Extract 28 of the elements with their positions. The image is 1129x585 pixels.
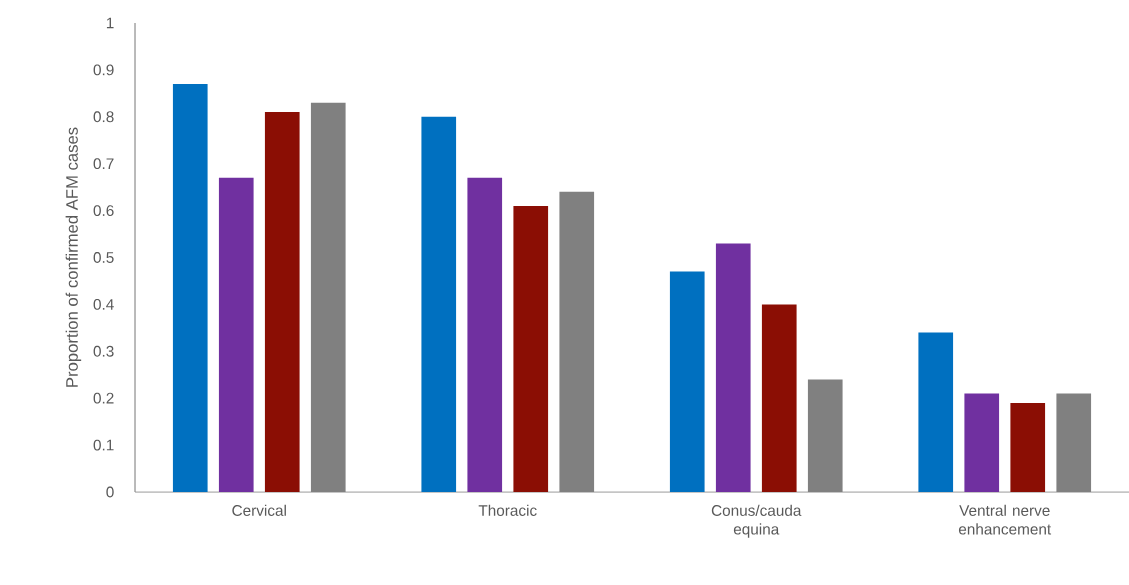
bar bbox=[218, 177, 254, 492]
bar bbox=[467, 177, 503, 492]
bar bbox=[761, 304, 797, 492]
y-tick-label: 1 bbox=[106, 17, 114, 29]
bar bbox=[669, 271, 705, 492]
y-axis-title: Proportion of confirmed AFM cases bbox=[65, 127, 82, 387]
bar bbox=[715, 243, 751, 492]
y-tick-label: 0.5 bbox=[93, 252, 114, 263]
x-tick-label: Ventral nerve enhancement bbox=[958, 504, 1052, 535]
bar bbox=[421, 116, 457, 492]
y-tick-label: 0 bbox=[106, 486, 114, 498]
y-tick-label: 0.2 bbox=[93, 392, 114, 404]
y-tick-label: 0.1 bbox=[93, 439, 114, 451]
bar bbox=[264, 112, 300, 492]
bar bbox=[1010, 402, 1046, 492]
x-tick-label: Thoracic bbox=[478, 504, 537, 516]
x-tick-label: Conus/cauda equina bbox=[711, 504, 802, 538]
bar bbox=[172, 83, 208, 492]
y-tick-label: 0.4 bbox=[93, 298, 114, 310]
y-tick-label: 0.6 bbox=[93, 205, 114, 217]
y-tick-label: 0.7 bbox=[93, 158, 114, 170]
y-tick-label: 0.3 bbox=[93, 345, 114, 357]
y-tick-label: 0.8 bbox=[93, 111, 114, 123]
bar bbox=[513, 205, 549, 492]
y-tick-label: 0.9 bbox=[93, 64, 114, 76]
bar bbox=[964, 393, 1000, 492]
x-tick-label: Cervical bbox=[232, 504, 286, 516]
bar bbox=[918, 332, 954, 492]
